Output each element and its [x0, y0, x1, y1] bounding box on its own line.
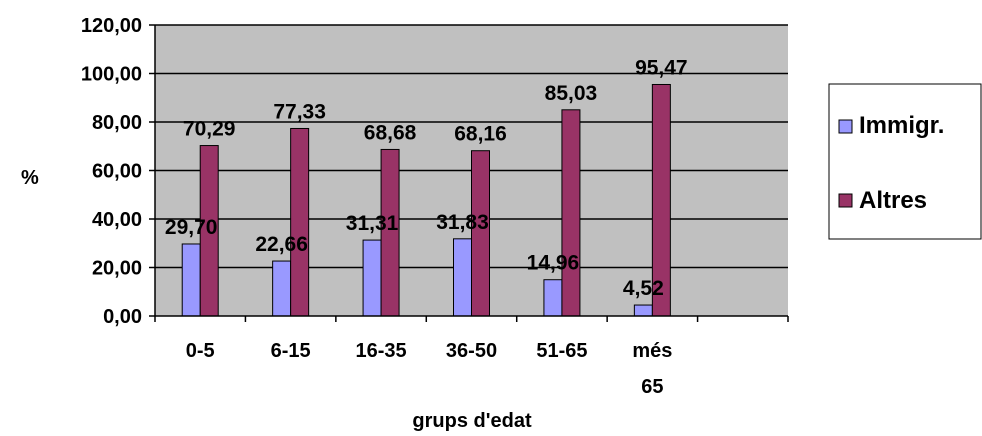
data-label-altres: 70,29: [183, 118, 236, 141]
x-category-label: 6-15: [271, 340, 311, 362]
x-category-label: 0-5: [186, 340, 215, 362]
bar-immigr: [362, 239, 382, 317]
data-label-altres: 85,03: [545, 82, 598, 105]
axes: [149, 24, 789, 322]
legend: Immigr. Altres: [828, 83, 982, 240]
legend-box: [828, 83, 982, 240]
y-tick-label: 80,00: [92, 112, 142, 134]
data-label-immigr: 29,70: [165, 216, 218, 239]
x-category-label: 36-50: [446, 340, 497, 362]
legend-label-immigr: Immigr.: [859, 112, 944, 139]
bars: [181, 83, 671, 317]
bar-immigr: [633, 304, 653, 317]
bar-immigr: [181, 243, 201, 317]
y-tick-label: 0,00: [103, 306, 142, 328]
bar-immigr: [272, 260, 292, 317]
legend-swatch-altres: [838, 193, 853, 208]
y-tick-label: 40,00: [92, 209, 142, 231]
y-tick-labels: 0,00 20,00 40,00 60,00 80,00 100,00 120,00: [81, 15, 142, 328]
x-category-label: 51-65: [536, 340, 587, 362]
data-label-immigr: 4,52: [623, 277, 664, 300]
data-label-altres: 68,16: [454, 123, 507, 146]
legend-swatch-immigr: [838, 119, 853, 134]
bar-altres: [561, 109, 581, 317]
data-label-altres: 95,47: [635, 56, 688, 79]
data-label-immigr: 14,96: [527, 252, 580, 275]
data-label-immigr: 22,66: [255, 233, 308, 256]
x-category-label: més: [632, 340, 672, 362]
legend-label-altres: Altres: [859, 187, 927, 214]
x-category-label: 65: [641, 376, 663, 398]
x-category-labels: 0-5 6-15 16-35 36-50 51-65 més 65: [186, 340, 673, 398]
y-tick-label: 120,00: [81, 15, 142, 37]
bar-immigr: [543, 279, 563, 317]
data-label-immigr: 31,83: [436, 211, 489, 234]
y-tick-label: 60,00: [92, 161, 142, 183]
x-category-label: 16-35: [355, 340, 406, 362]
x-axis-title: grups d'edat: [412, 410, 532, 432]
data-label-altres: 77,33: [273, 100, 326, 123]
bar-altres: [290, 127, 310, 317]
y-tick-label: 20,00: [92, 258, 142, 280]
y-tick-label: 100,00: [81, 64, 142, 86]
y-axis-title: %: [21, 167, 39, 189]
data-labels: 29,70 22,66 31,31 31,83 14,96 4,52 70,29 77,33 6…: [165, 56, 688, 300]
data-label-immigr: 31,31: [346, 212, 399, 235]
data-label-altres: 68,68: [364, 121, 417, 144]
bar-immigr: [453, 238, 472, 317]
